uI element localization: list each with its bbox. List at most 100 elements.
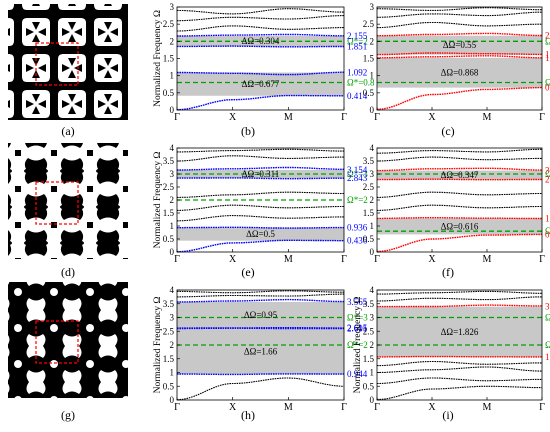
band-line (177, 204, 344, 211)
x-tick-label: Γ (374, 402, 380, 413)
y-axis-label: Normalized Frequency Ω (353, 297, 363, 394)
edge-frequency-label: 0.936 (347, 223, 368, 233)
x-tick-label: Γ (374, 112, 380, 123)
y-tick-label: 2.5 (163, 19, 175, 29)
y-tick-label: 2.5 (363, 182, 375, 192)
target-frequency-label: Ω*=2 (545, 36, 550, 46)
y-tick-label: 1.5 (163, 54, 175, 64)
y-tick-label: 0.5 (363, 88, 375, 98)
band-line (177, 15, 344, 22)
x-tick-label: Γ (341, 112, 347, 123)
x-tick-label: X (229, 254, 237, 265)
band-line (177, 191, 344, 198)
band-line (377, 360, 542, 367)
band-chart-f: Ω*=0.8 Ω*=3 ΔΩ=0.616 ΔΩ=0.347 3.1322.785 1.29… (363, 143, 550, 265)
band-line (177, 215, 344, 222)
y-axis-label: Normalized Frequency Ω (153, 297, 163, 394)
x-tick-label: X (229, 402, 237, 413)
gap-width-label: ΔΩ=0.5 (246, 229, 275, 239)
panel-label-c: (c) (441, 124, 454, 138)
y-tick-label: 3.5 (363, 156, 375, 166)
structure-pattern-d (8, 143, 128, 259)
structure-pattern-g (8, 282, 128, 398)
band-line (176, 377, 345, 401)
x-tick-label: Γ (174, 112, 180, 123)
y-tick-label: 2.5 (363, 19, 375, 29)
y-tick-label: 2.5 (163, 326, 175, 336)
y-tick-label: 0 (370, 395, 375, 405)
band-gap-region (377, 170, 542, 180)
y-tick-label: 0.5 (163, 88, 175, 98)
band-line (377, 7, 542, 11)
band-line (377, 290, 542, 295)
band-line (377, 167, 542, 172)
gap-width-label: ΔΩ=0.677 (242, 79, 280, 89)
y-tick-label: 4 (370, 285, 375, 295)
band-line (377, 11, 543, 18)
y-tick-label: 4 (170, 143, 175, 153)
band-line (377, 21, 542, 29)
y-tick-label: 1 (170, 71, 175, 81)
y-tick-label: 0.5 (363, 381, 375, 391)
structure-d (8, 143, 128, 259)
target-frequency-label: Ω*=0.8 (347, 78, 375, 88)
edge-frequency-label: 2.843 (347, 173, 368, 183)
y-tick-label: 4 (370, 143, 375, 153)
panel-label-d: (d) (61, 265, 75, 279)
structure-g (8, 282, 128, 398)
panel-label-i: (i) (442, 408, 453, 422)
y-tick-label: 2.5 (163, 182, 175, 192)
edge-frequency-label: 2.615 (347, 323, 368, 333)
y-tick-label: 3 (170, 169, 175, 179)
band-line (377, 217, 542, 220)
y-tick-label: 2.5 (363, 326, 375, 336)
band-line (177, 239, 344, 253)
y-axis-label: Normalized Frequency Ω (153, 152, 163, 249)
x-tick-label: Γ (539, 112, 545, 123)
band-gap-region (177, 72, 344, 96)
x-tick-label: Γ (539, 402, 545, 413)
edge-frequency-label: 3.154 (347, 165, 368, 175)
x-tick-label: Γ (341, 254, 347, 265)
gap-width-label: ΔΩ=0.616 (441, 221, 479, 231)
edge-frequency-label: 3.565 (347, 297, 368, 307)
panel-label-g: (g) (61, 408, 75, 422)
target-frequency-label: Ω*=3 (545, 169, 550, 179)
x-tick-label: Γ (341, 402, 347, 413)
target-frequency-label: Ω*=0.8 (545, 226, 550, 236)
band-line (176, 8, 344, 15)
band-line (177, 373, 344, 376)
target-frequency-label: Ω*=3 (347, 313, 368, 323)
x-tick-label: Γ (374, 254, 380, 265)
gap-width-label: ΔΩ=0.347 (441, 170, 479, 180)
edge-frequency-label: 0.652 (545, 83, 550, 93)
x-tick-label: X (428, 254, 436, 265)
band-gap-region (377, 218, 542, 235)
band-line (376, 86, 542, 110)
y-tick-label: 1 (370, 71, 375, 81)
band-line (177, 148, 344, 153)
panel-label-f: (f) (442, 265, 454, 279)
x-tick-label: X (428, 112, 436, 123)
band-line (177, 293, 344, 298)
edge-frequency-label: 0.944 (347, 369, 368, 379)
y-tick-label: 3.5 (163, 299, 175, 309)
y-tick-label: 0.5 (163, 381, 175, 391)
unit-cell-a (35, 42, 79, 86)
band-line (377, 385, 542, 400)
x-tick-label: Γ (174, 402, 180, 413)
y-tick-label: 1.5 (363, 354, 375, 364)
x-tick-label: M (483, 112, 492, 123)
x-tick-label: M (284, 112, 293, 123)
band-line (176, 94, 344, 111)
x-tick-label: Γ (539, 254, 545, 265)
y-tick-label: 2 (370, 195, 375, 205)
band-line (377, 32, 542, 37)
x-tick-label: M (284, 254, 293, 265)
gap-width-label: ΔΩ=1.66 (244, 346, 278, 356)
x-tick-label: M (483, 254, 492, 265)
band-line (377, 178, 542, 181)
x-tick-label: M (483, 402, 492, 413)
y-tick-label: 0.5 (363, 234, 375, 244)
